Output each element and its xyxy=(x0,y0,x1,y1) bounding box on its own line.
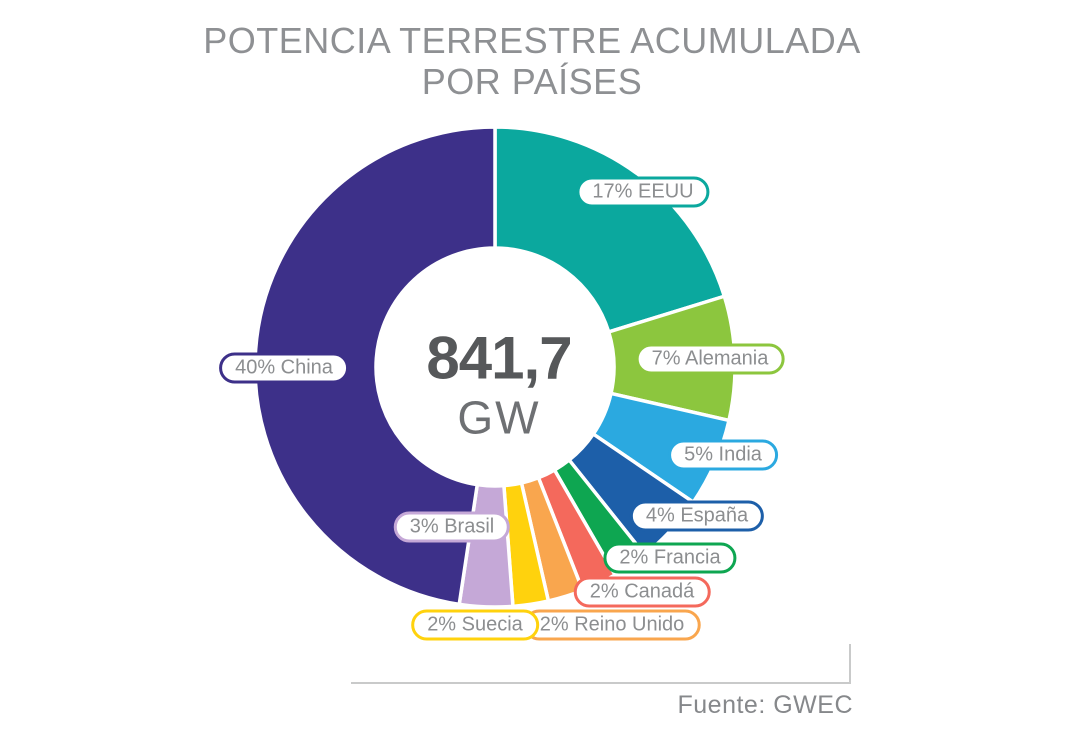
chart-label-eeuu: 17% EEUU xyxy=(576,176,710,208)
chart-label-china: 40% China xyxy=(219,352,349,384)
page-title: POTENCIA TERRESTRE ACUMULADA POR PAÍSES xyxy=(0,20,1064,102)
chart-label-alemania: 7% Alemania xyxy=(635,343,785,375)
page-title-line2: POR PAÍSES xyxy=(421,61,643,102)
chart-label-brasil: 3% Brasil xyxy=(393,511,511,543)
chart-label-reino-unido: 2% Reino Unido xyxy=(523,609,701,641)
donut-segment-eeuu xyxy=(493,125,727,334)
donut-segment-china xyxy=(253,125,497,607)
chart-label-india: 5% India xyxy=(668,439,778,471)
donut-center-label: 841,7 GW xyxy=(426,324,572,444)
chart-label-canada: 2% Canadá xyxy=(573,576,711,608)
chart-label-suecia: 2% Suecia xyxy=(411,609,539,641)
page-title-line1: POTENCIA TERRESTRE ACUMULADA xyxy=(203,20,861,61)
chart-label-espana: 4% España xyxy=(629,500,765,532)
donut-center-unit: GW xyxy=(457,391,541,444)
source-bracket xyxy=(351,644,851,684)
chart-label-francia: 2% Francia xyxy=(603,542,737,574)
donut-center-value: 841,7 xyxy=(426,324,572,392)
source-text: Fuente: GWEC xyxy=(677,691,853,719)
